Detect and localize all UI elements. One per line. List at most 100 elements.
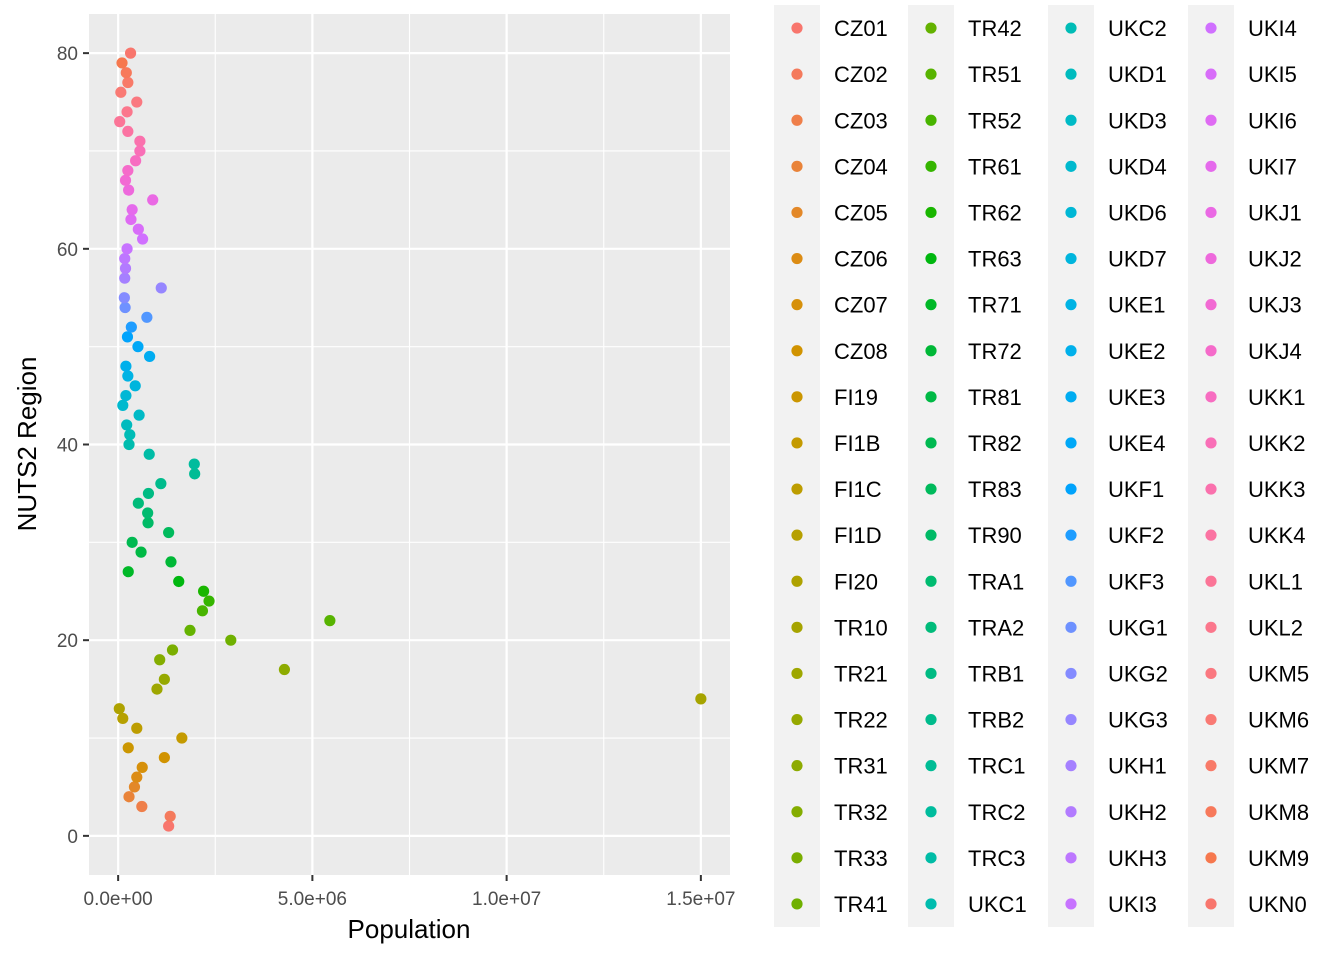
legend-label-fi1b: FI1B <box>834 431 880 456</box>
point-tr33 <box>166 644 179 656</box>
point-tr81 <box>135 546 147 558</box>
legend-label-tr31: TR31 <box>834 754 888 779</box>
point-tr52 <box>196 605 209 617</box>
legend-label-tr63: TR63 <box>968 247 1022 272</box>
legend-label-tr22: TR22 <box>834 708 888 733</box>
legend-label-cz05: CZ05 <box>834 200 888 225</box>
y-axis-title: NUTS2 Region <box>12 357 42 532</box>
point-ukc2 <box>124 429 136 441</box>
legend-label-tr90: TR90 <box>968 523 1022 548</box>
x-axis-title: Population <box>348 914 471 944</box>
legend-label-tr51: TR51 <box>968 62 1022 87</box>
point-tr10 <box>695 693 707 705</box>
legend-key-ukg3 <box>1065 713 1077 726</box>
legend-key-uki5 <box>1205 68 1217 80</box>
legend-label-trb2: TRB2 <box>968 708 1024 733</box>
legend-key-tr82 <box>925 437 937 449</box>
legend-key-ukj3 <box>1205 299 1217 311</box>
legend-key-tr51 <box>925 68 937 80</box>
point-tr83 <box>163 526 175 539</box>
legend-label-ukj2: UKJ2 <box>1248 247 1302 272</box>
legend-key-uki6 <box>1205 114 1217 126</box>
legend-label-uki4: UKI4 <box>1248 16 1297 41</box>
legend-label-ukm5: UKM5 <box>1248 661 1309 686</box>
legend-label-ukn0: UKN0 <box>1248 892 1307 917</box>
legend-key-fi20 <box>791 575 803 587</box>
point-ukd7 <box>129 380 141 392</box>
point-ukd6 <box>120 389 132 402</box>
y-tick-label: 20 <box>57 631 78 652</box>
point-ukm5 <box>131 96 143 108</box>
legend-key-ukf1 <box>1065 483 1077 495</box>
legend-key-ukd1 <box>1065 68 1077 80</box>
y-axis: 0 20 40 60 80 <box>57 44 89 848</box>
legend-label-ukc1: UKC1 <box>968 892 1027 917</box>
legend-key-ukh1 <box>1065 760 1077 772</box>
point-ukm8 <box>120 67 132 79</box>
legend-label-ukk4: UKK4 <box>1248 523 1305 548</box>
legend-key-ukl2 <box>1205 621 1217 633</box>
legend-key-ukg1 <box>1065 621 1077 633</box>
point-ukk3 <box>134 135 146 147</box>
legend-label-ukg3: UKG3 <box>1108 708 1168 733</box>
point-tr51 <box>324 615 336 627</box>
point-cz06 <box>131 771 143 783</box>
legend-label-ukl1: UKL1 <box>1248 569 1303 594</box>
legend-label-uke1: UKE1 <box>1108 293 1165 318</box>
point-ukd1 <box>121 419 133 431</box>
legend-label-ukf3: UKF3 <box>1108 569 1164 594</box>
legend-key-column-background <box>1188 5 1234 927</box>
legend-key-tr63 <box>925 252 937 265</box>
legend-key-fi19 <box>791 391 803 403</box>
legend-key-ukd4 <box>1065 160 1077 172</box>
x-axis: 0.0e+00 5.0e+06 1.0e+07 1.5e+07 <box>84 875 735 910</box>
legend-key-tr32 <box>791 806 803 818</box>
legend-key-tr83 <box>925 483 937 495</box>
legend-key-tr61 <box>925 160 937 172</box>
point-cz05 <box>128 781 141 793</box>
legend-key-ukm9 <box>1205 852 1217 864</box>
point-tr32 <box>154 654 166 666</box>
point-tr71 <box>122 566 134 578</box>
legend-key-uke3 <box>1065 391 1077 403</box>
legend-label-tr71: TR71 <box>968 293 1022 318</box>
legend-key-tr42 <box>925 22 937 34</box>
legend-key-uke1 <box>1065 299 1077 311</box>
point-fi19 <box>122 742 134 754</box>
legend-key-column-background <box>1048 5 1094 927</box>
legend-key-ukg2 <box>1065 667 1077 680</box>
legend-label-cz07: CZ07 <box>834 293 888 318</box>
legend-key-tr41 <box>791 898 803 910</box>
legend-key-tra2 <box>925 621 937 633</box>
point-ukm9 <box>116 57 128 69</box>
point-cz03 <box>136 800 148 813</box>
point-cz01 <box>163 820 175 832</box>
legend-label-cz08: CZ08 <box>834 339 888 364</box>
legend-label-ukc2: UKC2 <box>1108 16 1167 41</box>
legend-label-trc2: TRC2 <box>968 800 1025 825</box>
legend-key-uki4 <box>1205 22 1217 34</box>
legend-key-cz03 <box>791 114 803 126</box>
legend-key-trb2 <box>925 713 937 726</box>
legend-label-cz03: CZ03 <box>834 108 888 133</box>
point-ukm7 <box>122 76 134 89</box>
legend-key-ukh2 <box>1065 806 1077 818</box>
legend-label-tr52: TR52 <box>968 108 1022 133</box>
point-cz08 <box>158 751 170 764</box>
legend-label-ukf1: UKF1 <box>1108 477 1164 502</box>
point-tr72 <box>165 556 177 568</box>
legend-label-tra2: TRA2 <box>968 615 1024 640</box>
legend-label-ukf2: UKF2 <box>1108 523 1164 548</box>
legend-label-tr42: TR42 <box>968 16 1022 41</box>
point-tr22 <box>158 673 170 685</box>
point-trc2 <box>188 458 200 470</box>
point-ukd3 <box>133 409 145 421</box>
point-tr41 <box>225 634 237 646</box>
legend-key-ukh3 <box>1065 852 1077 864</box>
point-uki7 <box>126 204 138 216</box>
legend-label-ukj4: UKJ4 <box>1248 339 1302 364</box>
legend-key-cz06 <box>791 252 803 265</box>
point-ukj2 <box>123 184 135 196</box>
legend-label-tr72: TR72 <box>968 339 1022 364</box>
